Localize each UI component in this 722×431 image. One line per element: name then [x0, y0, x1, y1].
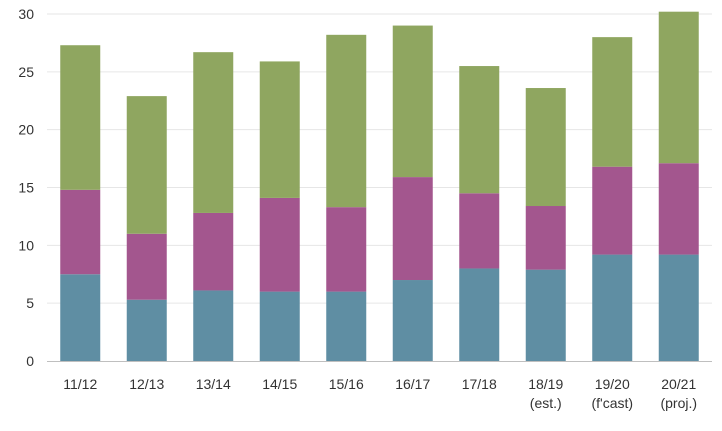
- y-tick-label: 15: [18, 180, 34, 196]
- bar-segment-s1-2: [126, 299, 167, 361]
- x-tick-label: 17/18: [462, 376, 497, 392]
- x-tick-label: 15/16: [329, 376, 364, 392]
- bar-segment-s3-2: [126, 96, 167, 234]
- y-tick-label: 30: [18, 6, 34, 22]
- bar-segment-s3-8: [525, 88, 566, 207]
- bar-segment-s2-8: [525, 206, 566, 270]
- bar-segment-s2-4: [259, 197, 300, 292]
- bar-segment-s2-1: [60, 189, 101, 275]
- bar-segment-s3-3: [193, 52, 234, 213]
- x-tick-label: (f'cast): [591, 395, 633, 411]
- bar-segment-s1-3: [193, 290, 234, 361]
- x-tick-label: 19/20: [595, 376, 630, 392]
- y-tick-label: 10: [18, 237, 34, 253]
- bar-segment-s2-9: [592, 166, 633, 255]
- bar-segment-s3-6: [392, 25, 433, 178]
- x-tick-label: (est.): [530, 395, 562, 411]
- bar-segment-s3-5: [326, 34, 367, 208]
- x-tick-label: 13/14: [196, 376, 231, 392]
- bar-segment-s2-10: [658, 163, 699, 255]
- bar-segment-s2-5: [326, 207, 367, 292]
- y-axis: 0 5 10 15 20 25 30: [18, 6, 34, 369]
- bar-segment-s1-8: [525, 269, 566, 361]
- y-tick-label: 0: [26, 353, 34, 369]
- x-tick-label: 12/13: [129, 376, 164, 392]
- y-tick-label: 25: [18, 64, 34, 80]
- bar-segment-s2-2: [126, 233, 167, 300]
- bars: [60, 11, 699, 361]
- bar-segment-s2-3: [193, 212, 234, 291]
- x-tick-label: 20/21: [661, 376, 696, 392]
- bar-segment-s1-4: [259, 291, 300, 361]
- bar-segment-s1-6: [392, 280, 433, 361]
- bar-segment-s2-6: [392, 177, 433, 281]
- bar-segment-s1-7: [459, 268, 500, 361]
- bar-segment-s1-9: [592, 254, 633, 361]
- bar-segment-s3-9: [592, 37, 633, 167]
- bar-segment-s1-5: [326, 291, 367, 361]
- x-tick-label: (proj.): [660, 395, 697, 411]
- bar-segment-s1-1: [60, 274, 101, 361]
- bar-segment-s1-10: [658, 254, 699, 361]
- bar-segment-s3-7: [459, 66, 500, 194]
- y-tick-label: 5: [26, 295, 34, 311]
- x-tick-label: 16/17: [395, 376, 430, 392]
- x-axis: 11/12 12/13 13/14 14/15 15/16 16/17 17/18 18/19…: [47, 361, 712, 411]
- bar-segment-s3-10: [658, 11, 699, 164]
- bar-segment-s2-7: [459, 193, 500, 269]
- bar-segment-s3-1: [60, 45, 101, 190]
- x-tick-label: 14/15: [262, 376, 297, 392]
- bar-segment-s3-4: [259, 61, 300, 198]
- y-tick-label: 20: [18, 122, 34, 138]
- x-tick-label: 18/19: [528, 376, 563, 392]
- x-tick-label: 11/12: [63, 376, 97, 392]
